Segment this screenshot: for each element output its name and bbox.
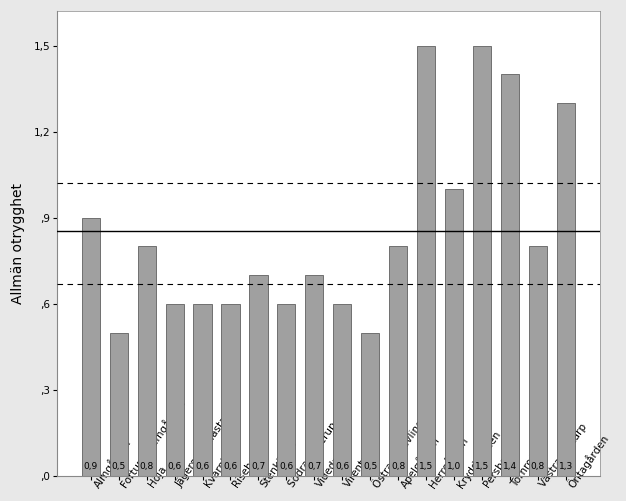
Bar [501,74,519,476]
Bar [222,304,240,476]
Text: 1,4: 1,4 [503,462,517,471]
Text: 1,5: 1,5 [475,462,489,471]
Text: 0,7: 0,7 [251,462,265,471]
Text: 0,8: 0,8 [531,462,545,471]
Bar [305,275,324,476]
Bar [417,46,435,476]
Bar [81,218,100,476]
Bar [333,304,351,476]
Bar [110,333,128,476]
Text: 0,6: 0,6 [335,462,349,471]
Text: 0,6: 0,6 [279,462,294,471]
Text: 1,5: 1,5 [419,462,433,471]
Text: 0,7: 0,7 [307,462,322,471]
Text: 0,8: 0,8 [140,462,154,471]
Text: 0,8: 0,8 [391,462,405,471]
Bar [529,246,547,476]
Text: 0,9: 0,9 [84,462,98,471]
Bar [473,46,491,476]
Bar [277,304,295,476]
Text: 0,6: 0,6 [168,462,182,471]
Text: 1,0: 1,0 [447,462,461,471]
Text: 0,5: 0,5 [111,462,126,471]
Bar [361,333,379,476]
Bar [138,246,156,476]
Y-axis label: Allmän otrygghet: Allmän otrygghet [11,183,25,304]
Bar [389,246,408,476]
Bar [193,304,212,476]
Text: 0,5: 0,5 [363,462,377,471]
Text: 0,6: 0,6 [195,462,210,471]
Text: 0,6: 0,6 [223,462,238,471]
Bar [249,275,267,476]
Bar [165,304,183,476]
Bar [445,189,463,476]
Text: 1,3: 1,3 [559,462,573,471]
Bar [557,103,575,476]
